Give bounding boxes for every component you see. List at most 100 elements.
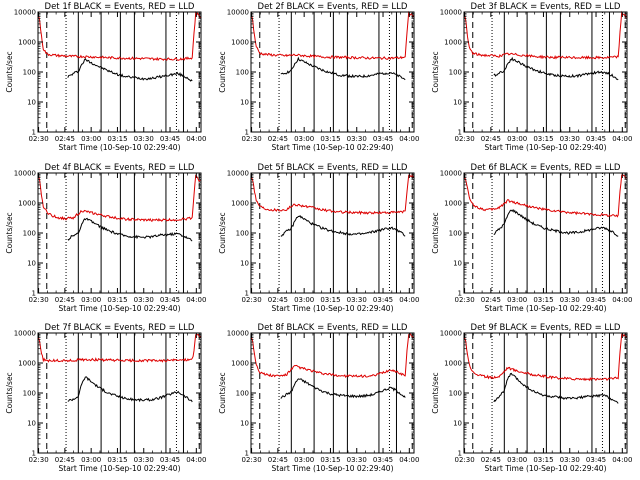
x-tick-label: 03:15: [320, 135, 340, 143]
y-tick-label: 1: [32, 450, 36, 458]
x-tick-label: 03:30: [347, 135, 367, 143]
x-tick-label: 02:45: [268, 456, 288, 464]
x-tick-label: 02:45: [481, 296, 501, 304]
detector-panel-8: Det 8f BLACK = Events, RED = LLD 1 10 100 10…: [218, 323, 419, 473]
x-tick-label: 03:00: [294, 456, 314, 464]
y-tick-label: 10: [240, 420, 249, 428]
x-tick-label: 03:15: [320, 296, 340, 304]
x-tick-label: 04:00: [399, 456, 419, 464]
y-tick-label: 10000: [14, 330, 36, 338]
x-tick-label: 03:45: [373, 296, 393, 304]
series-line-events: [280, 215, 406, 237]
y-tick-label: 1000: [231, 360, 249, 368]
panel-title: Det 5f BLACK = Events, RED = LLD: [258, 163, 408, 173]
x-tick-label: 02:45: [55, 296, 75, 304]
x-tick-label: 03:45: [160, 456, 180, 464]
y-tick-label: 1: [32, 290, 36, 298]
x-tick-label: 03:15: [533, 296, 553, 304]
x-tick-label: 04:00: [612, 135, 632, 143]
y-axis-label: Counts/sec: [5, 212, 14, 253]
y-tick-label: 1000: [18, 200, 36, 208]
x-axis-label: Start Time (10-Sep-10 02:29:40): [485, 464, 607, 473]
y-tick-label: 100: [449, 69, 462, 77]
x-tick-label: 03:00: [81, 135, 101, 143]
x-tick-label: 03:15: [320, 456, 340, 464]
x-tick-label: 02:30: [28, 135, 48, 143]
x-tick-label: 03:15: [107, 456, 127, 464]
x-tick-label: 03:00: [81, 296, 101, 304]
y-axis-label: Counts/sec: [218, 212, 227, 253]
y-axis-label: Counts/sec: [218, 372, 227, 413]
x-tick-label: 02:45: [268, 135, 288, 143]
y-tick-label: 1: [245, 290, 249, 298]
x-tick-label: 03:00: [507, 296, 527, 304]
y-tick-label: 10: [27, 420, 36, 428]
y-tick-label: 1: [458, 290, 462, 298]
y-tick-label: 10: [240, 99, 249, 107]
y-tick-label: 10000: [227, 170, 249, 178]
x-tick-label: 03:15: [533, 135, 553, 143]
x-tick-label: 03:30: [560, 456, 580, 464]
panel-title: Det 6f BLACK = Events, RED = LLD: [471, 163, 621, 173]
y-tick-label: 1000: [444, 200, 462, 208]
x-tick-label: 04:00: [186, 456, 206, 464]
series-line-lld: [463, 10, 628, 60]
x-tick-label: 03:45: [586, 135, 606, 143]
x-tick-label: 04:00: [399, 296, 419, 304]
x-tick-label: 02:45: [55, 135, 75, 143]
series-line-lld: [463, 333, 628, 382]
y-tick-label: 10000: [14, 9, 36, 17]
x-axis-label: Start Time (10-Sep-10 02:29:40): [485, 143, 607, 152]
y-tick-label: 1: [458, 129, 462, 137]
x-tick-label: 02:30: [28, 296, 48, 304]
x-tick-label: 04:00: [186, 296, 206, 304]
y-tick-label: 1000: [444, 360, 462, 368]
y-axis-label: Counts/sec: [5, 372, 14, 413]
y-tick-label: 100: [23, 390, 36, 398]
series-line-lld: [37, 10, 202, 62]
x-tick-label: 02:45: [55, 456, 75, 464]
detector-panel-2: Det 2f BLACK = Events, RED = LLD 1 10 100 10…: [218, 2, 419, 152]
y-tick-label: 1: [458, 450, 462, 458]
x-tick-label: 04:00: [186, 135, 206, 143]
y-tick-label: 10000: [227, 9, 249, 17]
x-tick-label: 02:45: [481, 135, 501, 143]
x-tick-label: 02:45: [268, 296, 288, 304]
x-tick-label: 03:30: [560, 296, 580, 304]
detector-panel-3: Det 3f BLACK = Events, RED = LLD 1 10 100 10…: [431, 2, 632, 152]
y-tick-label: 100: [23, 230, 36, 238]
x-tick-label: 03:45: [160, 296, 180, 304]
series-line-lld: [463, 173, 628, 218]
y-tick-label: 10000: [227, 330, 249, 338]
detector-panel-7: Det 7f BLACK = Events, RED = LLD 1 10 100 10…: [5, 323, 206, 473]
x-axis-label: Start Time (10-Sep-10 02:29:40): [59, 304, 181, 313]
x-tick-label: 03:00: [507, 456, 527, 464]
y-tick-label: 100: [236, 230, 249, 238]
panel-title: Det 4f BLACK = Events, RED = LLD: [45, 163, 195, 173]
y-axis-label: Counts/sec: [431, 51, 440, 92]
x-tick-label: 03:15: [107, 296, 127, 304]
y-axis-label: Counts/sec: [218, 51, 227, 92]
x-tick-label: 02:30: [454, 456, 474, 464]
x-tick-label: 03:00: [294, 296, 314, 304]
series-line-lld: [37, 333, 202, 363]
x-tick-label: 02:30: [454, 135, 474, 143]
y-tick-label: 100: [23, 69, 36, 77]
y-tick-label: 10: [27, 260, 36, 268]
x-tick-label: 03:00: [294, 135, 314, 143]
x-tick-label: 02:30: [241, 456, 261, 464]
x-tick-label: 03:30: [134, 456, 154, 464]
detector-panel-9: Det 9f BLACK = Events, RED = LLD 1 10 100 10…: [431, 323, 632, 473]
detector-panel-4: Det 4f BLACK = Events, RED = LLD 1 10 100 10…: [5, 163, 206, 313]
x-tick-label: 03:30: [134, 135, 154, 143]
detector-panel-5: Det 5f BLACK = Events, RED = LLD 1 10 100 10…: [218, 163, 419, 313]
x-tick-label: 03:30: [347, 456, 367, 464]
x-tick-label: 02:30: [28, 456, 48, 464]
x-axis-label: Start Time (10-Sep-10 02:29:40): [59, 143, 181, 152]
y-tick-label: 1000: [18, 360, 36, 368]
series-line-events: [67, 376, 193, 403]
x-tick-label: 02:30: [241, 135, 261, 143]
x-tick-label: 03:45: [160, 135, 180, 143]
y-tick-label: 100: [449, 230, 462, 238]
x-tick-label: 04:00: [612, 296, 632, 304]
